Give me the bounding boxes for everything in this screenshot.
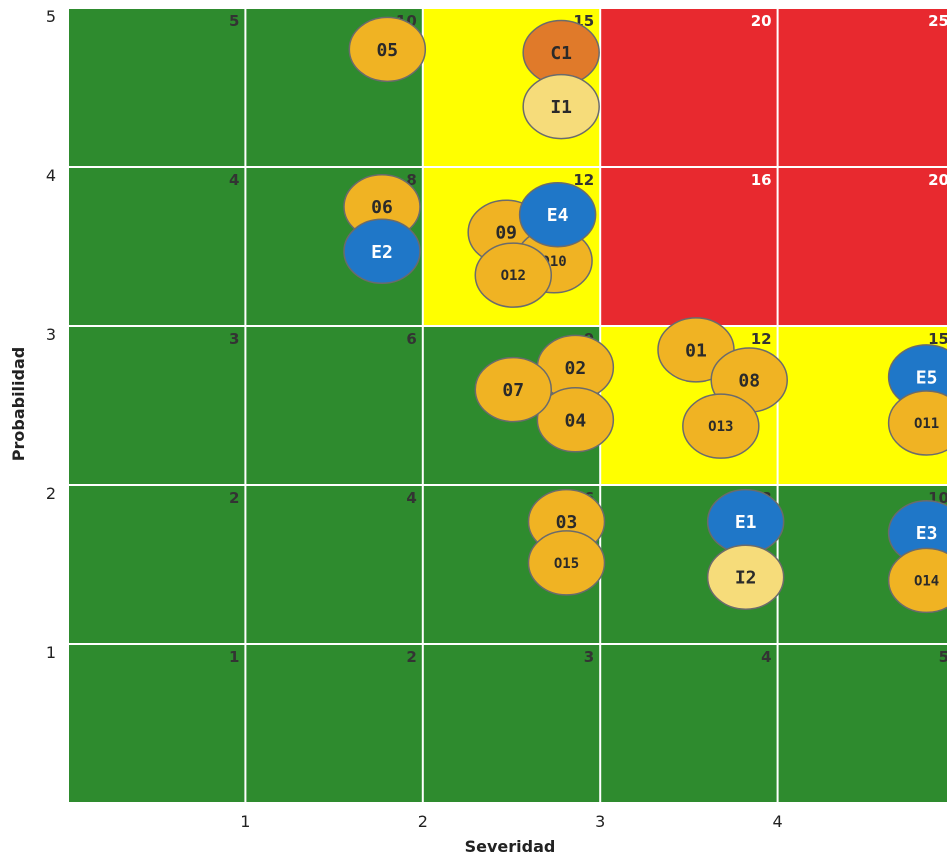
cell-score-label: 2 [229,489,239,507]
y-tick-label: 3 [46,325,56,344]
risk-point-marker [474,356,553,423]
cell-score-label: 4 [229,171,239,189]
risk-point-o13[interactable]: O13 [682,393,760,459]
risk-point-marker [706,544,785,610]
risk-point-i2[interactable]: I2 [706,544,785,610]
risk-point-e1[interactable]: E1 [706,488,785,555]
cell-score-label: 8 [406,171,416,189]
risk-point-i1[interactable]: I1 [522,73,600,140]
cell-score-label: 15 [928,330,947,348]
cell-s4-p4 [600,167,778,326]
x-tick-label: 1 [240,812,250,831]
cell-score-label: 6 [406,330,416,348]
cell-s5-p1 [777,644,947,803]
risk-point-label: E4 [547,205,569,226]
risk-point-label: 08 [738,371,760,392]
risk-point-marker [518,181,597,248]
matrix-cells [68,8,947,803]
cell-s1-p5 [68,8,246,167]
risk-point-label: I1 [550,97,572,118]
cell-score-label: 12 [751,330,772,348]
axis-ticks: 1234512345 [46,7,783,831]
y-axis-label: Probabilidad [9,347,28,461]
risk-point-label: O15 [554,556,579,572]
risk-points: 05 C1I106E209O10O12E40108O13020407E5O1103… [343,16,947,614]
risk-point-label: 03 [556,512,578,533]
cell-score-label: 3 [584,648,594,666]
risk-point-marker [887,547,947,614]
x-tick-label: 3 [595,812,605,831]
cell-score-label: 4 [406,489,416,507]
risk-point-marker [522,73,600,140]
risk-point-e2[interactable]: E2 [343,218,421,285]
cell-score-label: 3 [229,330,239,348]
cell-score-label: 5 [229,12,239,30]
risk-point-marker [474,242,553,308]
risk-point-label: 09 [495,223,517,244]
cell-score-label: 4 [761,648,771,666]
risk-point-marker [682,393,760,459]
risk-point-label: E3 [916,523,938,544]
y-tick-label: 4 [46,166,56,185]
risk-point-label: O13 [708,419,733,435]
risk-point-label: E5 [916,367,938,388]
risk-point-04[interactable]: 04 [536,387,615,453]
risk-point-07[interactable]: 07 [474,356,553,423]
cell-score-label: 12 [573,171,594,189]
cell-s5-p4 [777,167,947,326]
cell-s2-p2 [245,485,423,644]
risk-point-label: 01 [685,340,707,361]
cell-score-label: 5 [939,648,947,666]
y-tick-label: 1 [46,643,56,662]
risk-point-label: E2 [371,242,393,263]
risk-point-marker [343,218,421,285]
risk-point-05[interactable]: 05 [348,16,427,83]
cell-s1-p3 [68,326,246,485]
x-tick-label: 4 [773,812,783,831]
risk-point-marker [536,387,615,453]
risk-point-label: E1 [735,512,757,533]
risk-point-label: I2 [735,568,757,589]
y-tick-label: 5 [46,7,56,26]
cell-s1-p1 [68,644,246,803]
risk-point-label: O11 [914,416,939,432]
risk-point-label: O14 [914,573,939,589]
risk-point-label: 04 [565,410,587,431]
cell-s3-p1 [422,644,601,803]
cell-score-label: 20 [751,12,772,30]
x-tick-label: 2 [418,812,428,831]
risk-point-marker [527,530,606,596]
risk-point-label: 05 [376,40,398,61]
cell-s1-p4 [68,167,246,326]
risk-point-label: 06 [371,197,393,218]
cell-score-label: 25 [928,12,947,30]
risk-point-label: O12 [501,268,526,284]
risk-point-o15[interactable]: O15 [527,530,606,596]
cell-s5-p5 [777,8,947,167]
cell-score-label: 1 [229,648,239,666]
y-tick-label: 2 [46,484,56,503]
risk-point-label: C1 [550,43,572,64]
x-axis-label: Severidad [465,837,556,856]
cell-score-label: 20 [928,171,947,189]
cell-score-label: 16 [751,171,772,189]
risk-point-o14[interactable]: O14 [887,547,947,614]
cell-score-label: 2 [406,648,416,666]
risk-point-marker [348,16,427,83]
cell-s2-p1 [245,644,423,803]
cell-s1-p2 [68,485,246,644]
risk-point-label: 07 [502,380,524,401]
risk-point-marker [887,390,947,456]
cell-s4-p5 [600,8,778,167]
risk-point-o12[interactable]: O12 [474,242,553,308]
grid-lines [67,7,947,804]
risk-point-e4[interactable]: E4 [518,181,597,248]
risk-point-o11[interactable]: O11 [887,390,947,456]
cell-s2-p3 [245,326,423,485]
risk-point-label: 02 [565,358,587,379]
cell-s4-p1 [600,644,778,803]
